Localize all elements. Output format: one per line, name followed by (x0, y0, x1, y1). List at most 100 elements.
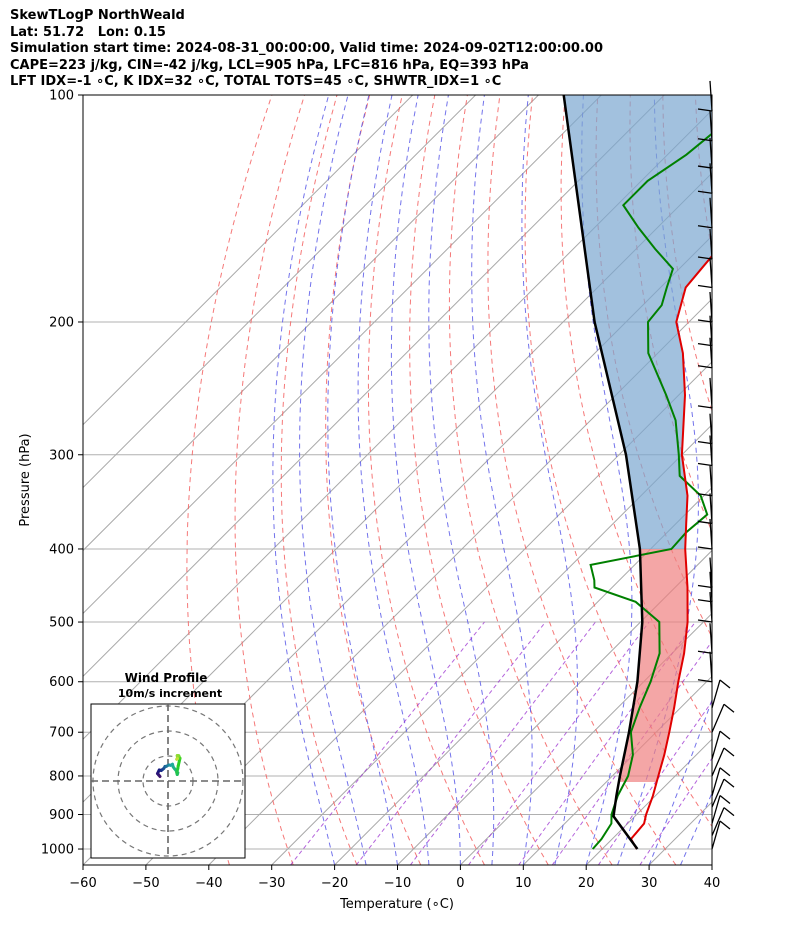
isotherm (83, 95, 602, 615)
wind-barb-flag (697, 108, 713, 112)
wind-barb-shaft (709, 291, 713, 323)
wind-barb-flag (697, 405, 713, 409)
mixing-ratio-line (355, 621, 546, 865)
time-line: Simulation start time: 2024-08-31_00:00:… (10, 41, 603, 56)
wind-barbs (697, 80, 735, 850)
cin-area (618, 549, 688, 782)
mixing-ratio-line (290, 621, 485, 865)
dry-adiabat (367, 95, 485, 865)
x-tick-label: −20 (321, 876, 348, 891)
x-tick-label: 10 (515, 876, 532, 891)
inset-subtitle: 10m/s increment (118, 687, 222, 700)
isotherm (460, 612, 712, 865)
wind-barb-flag (697, 190, 713, 194)
wind-barb-shaft (709, 591, 713, 623)
moist-adiabat (299, 95, 367, 865)
moist-adiabat (648, 698, 712, 865)
wind-barb-shaft (709, 651, 713, 682)
moist-adiabat (471, 95, 533, 865)
isotherm (334, 486, 712, 865)
wind-barb-shaft (709, 138, 713, 169)
wind-barb-flag (697, 584, 713, 589)
profile-lines (562, 95, 712, 850)
wind-profile-inset: Wind Profile 10m/s increment (90, 671, 246, 859)
y-tick-label: 700 (49, 726, 74, 741)
moist-adiabat (711, 863, 712, 865)
wind-barb-flag (719, 794, 731, 805)
wind-barb-flag (697, 441, 713, 445)
wind-barb-flag (719, 730, 731, 740)
wind-barb-flag (697, 462, 713, 467)
moist-adiabat (521, 95, 578, 865)
wind-barb-flag (697, 225, 713, 229)
wind-barb-shaft (711, 820, 721, 850)
wind-barb-flag (723, 807, 735, 817)
wind-barb-flag (697, 284, 713, 289)
wind-barb-shaft (709, 413, 713, 444)
wind-barb-shaft (711, 747, 725, 777)
x-tick-label: 20 (578, 876, 595, 891)
indices-line: LFT IDX=-1 ∘C, K IDX=32 ∘C, TOTAL TOTS=4… (10, 74, 502, 89)
wind-barb-shaft (709, 197, 713, 228)
x-tick-label: −60 (69, 876, 96, 891)
dry-adiabat (728, 95, 794, 865)
parcel-line (562, 95, 644, 850)
y-tick-label: 200 (49, 315, 74, 330)
x-tick-label: 40 (704, 876, 721, 891)
dry-adiabat (325, 95, 422, 865)
location-line: Lat: 51.72 Lon: 0.15 (10, 24, 166, 40)
x-tick-label: 0 (456, 876, 464, 891)
chart-title: SkewTLogP NorthWeald (10, 8, 185, 23)
y-axis: 100 200 300 400 500 600 700 800 900 1000 (41, 89, 83, 858)
wind-barb-flag (697, 343, 713, 347)
wind-barb-shaft (709, 493, 713, 524)
hodograph-segment (175, 757, 179, 761)
y-tick-label: 900 (49, 808, 74, 823)
wind-barb-shaft (709, 557, 713, 588)
wind-barb-shaft (709, 315, 713, 346)
mixing-ratio-line (597, 700, 712, 865)
isotherm (208, 361, 712, 865)
wind-barb-flag (697, 619, 713, 623)
x-axis-label: Temperature (∘C) (339, 897, 454, 912)
moist-adiabat (617, 95, 699, 865)
wind-barb-flag (697, 650, 713, 654)
x-tick-label: −50 (132, 876, 159, 891)
y-tick-label: 600 (49, 675, 74, 690)
cape-area (563, 95, 712, 549)
wind-barb-flag (697, 165, 713, 169)
moist-adiabat (327, 95, 398, 865)
dry-adiabat (280, 95, 358, 865)
x-axis: −60 −50 −40 −30 −20 −10 0 10 20 30 40 (69, 865, 720, 891)
hodograph (91, 704, 245, 858)
wind-barb-flag (719, 820, 731, 830)
wind-barb-shaft (709, 80, 713, 112)
wind-barb-shaft (709, 377, 713, 408)
wind-barb-flag (723, 747, 735, 757)
wind-barb-flag (719, 679, 731, 689)
isotherm (145, 298, 712, 865)
x-tick-label: −40 (195, 876, 222, 891)
wind-barb-shaft (709, 110, 713, 141)
x-tick-label: 30 (641, 876, 658, 891)
wind-barb-shaft (711, 730, 721, 760)
mixing-ratio-line (468, 621, 650, 865)
wind-barb-shaft (709, 518, 713, 550)
isotherm (271, 423, 712, 865)
isotherm (83, 95, 414, 426)
dry-adiabat (409, 95, 549, 865)
wind-barb-flag (697, 256, 713, 260)
isotherm (83, 95, 476, 489)
wind-barb-shaft (711, 795, 721, 824)
dry-adiabat (487, 95, 677, 865)
isotherm (83, 95, 539, 552)
wind-barb-flag (697, 493, 713, 497)
cape-line: CAPE=223 j/kg, CIN=-42 j/kg, LCL=905 hPa… (10, 57, 529, 73)
dry-adiabat (448, 95, 613, 865)
y-tick-label: 800 (49, 769, 74, 784)
y-tick-label: 1000 (41, 843, 74, 858)
moist-adiabat (357, 95, 430, 865)
isotherm (397, 549, 712, 865)
wind-barb-shaft (711, 778, 725, 808)
